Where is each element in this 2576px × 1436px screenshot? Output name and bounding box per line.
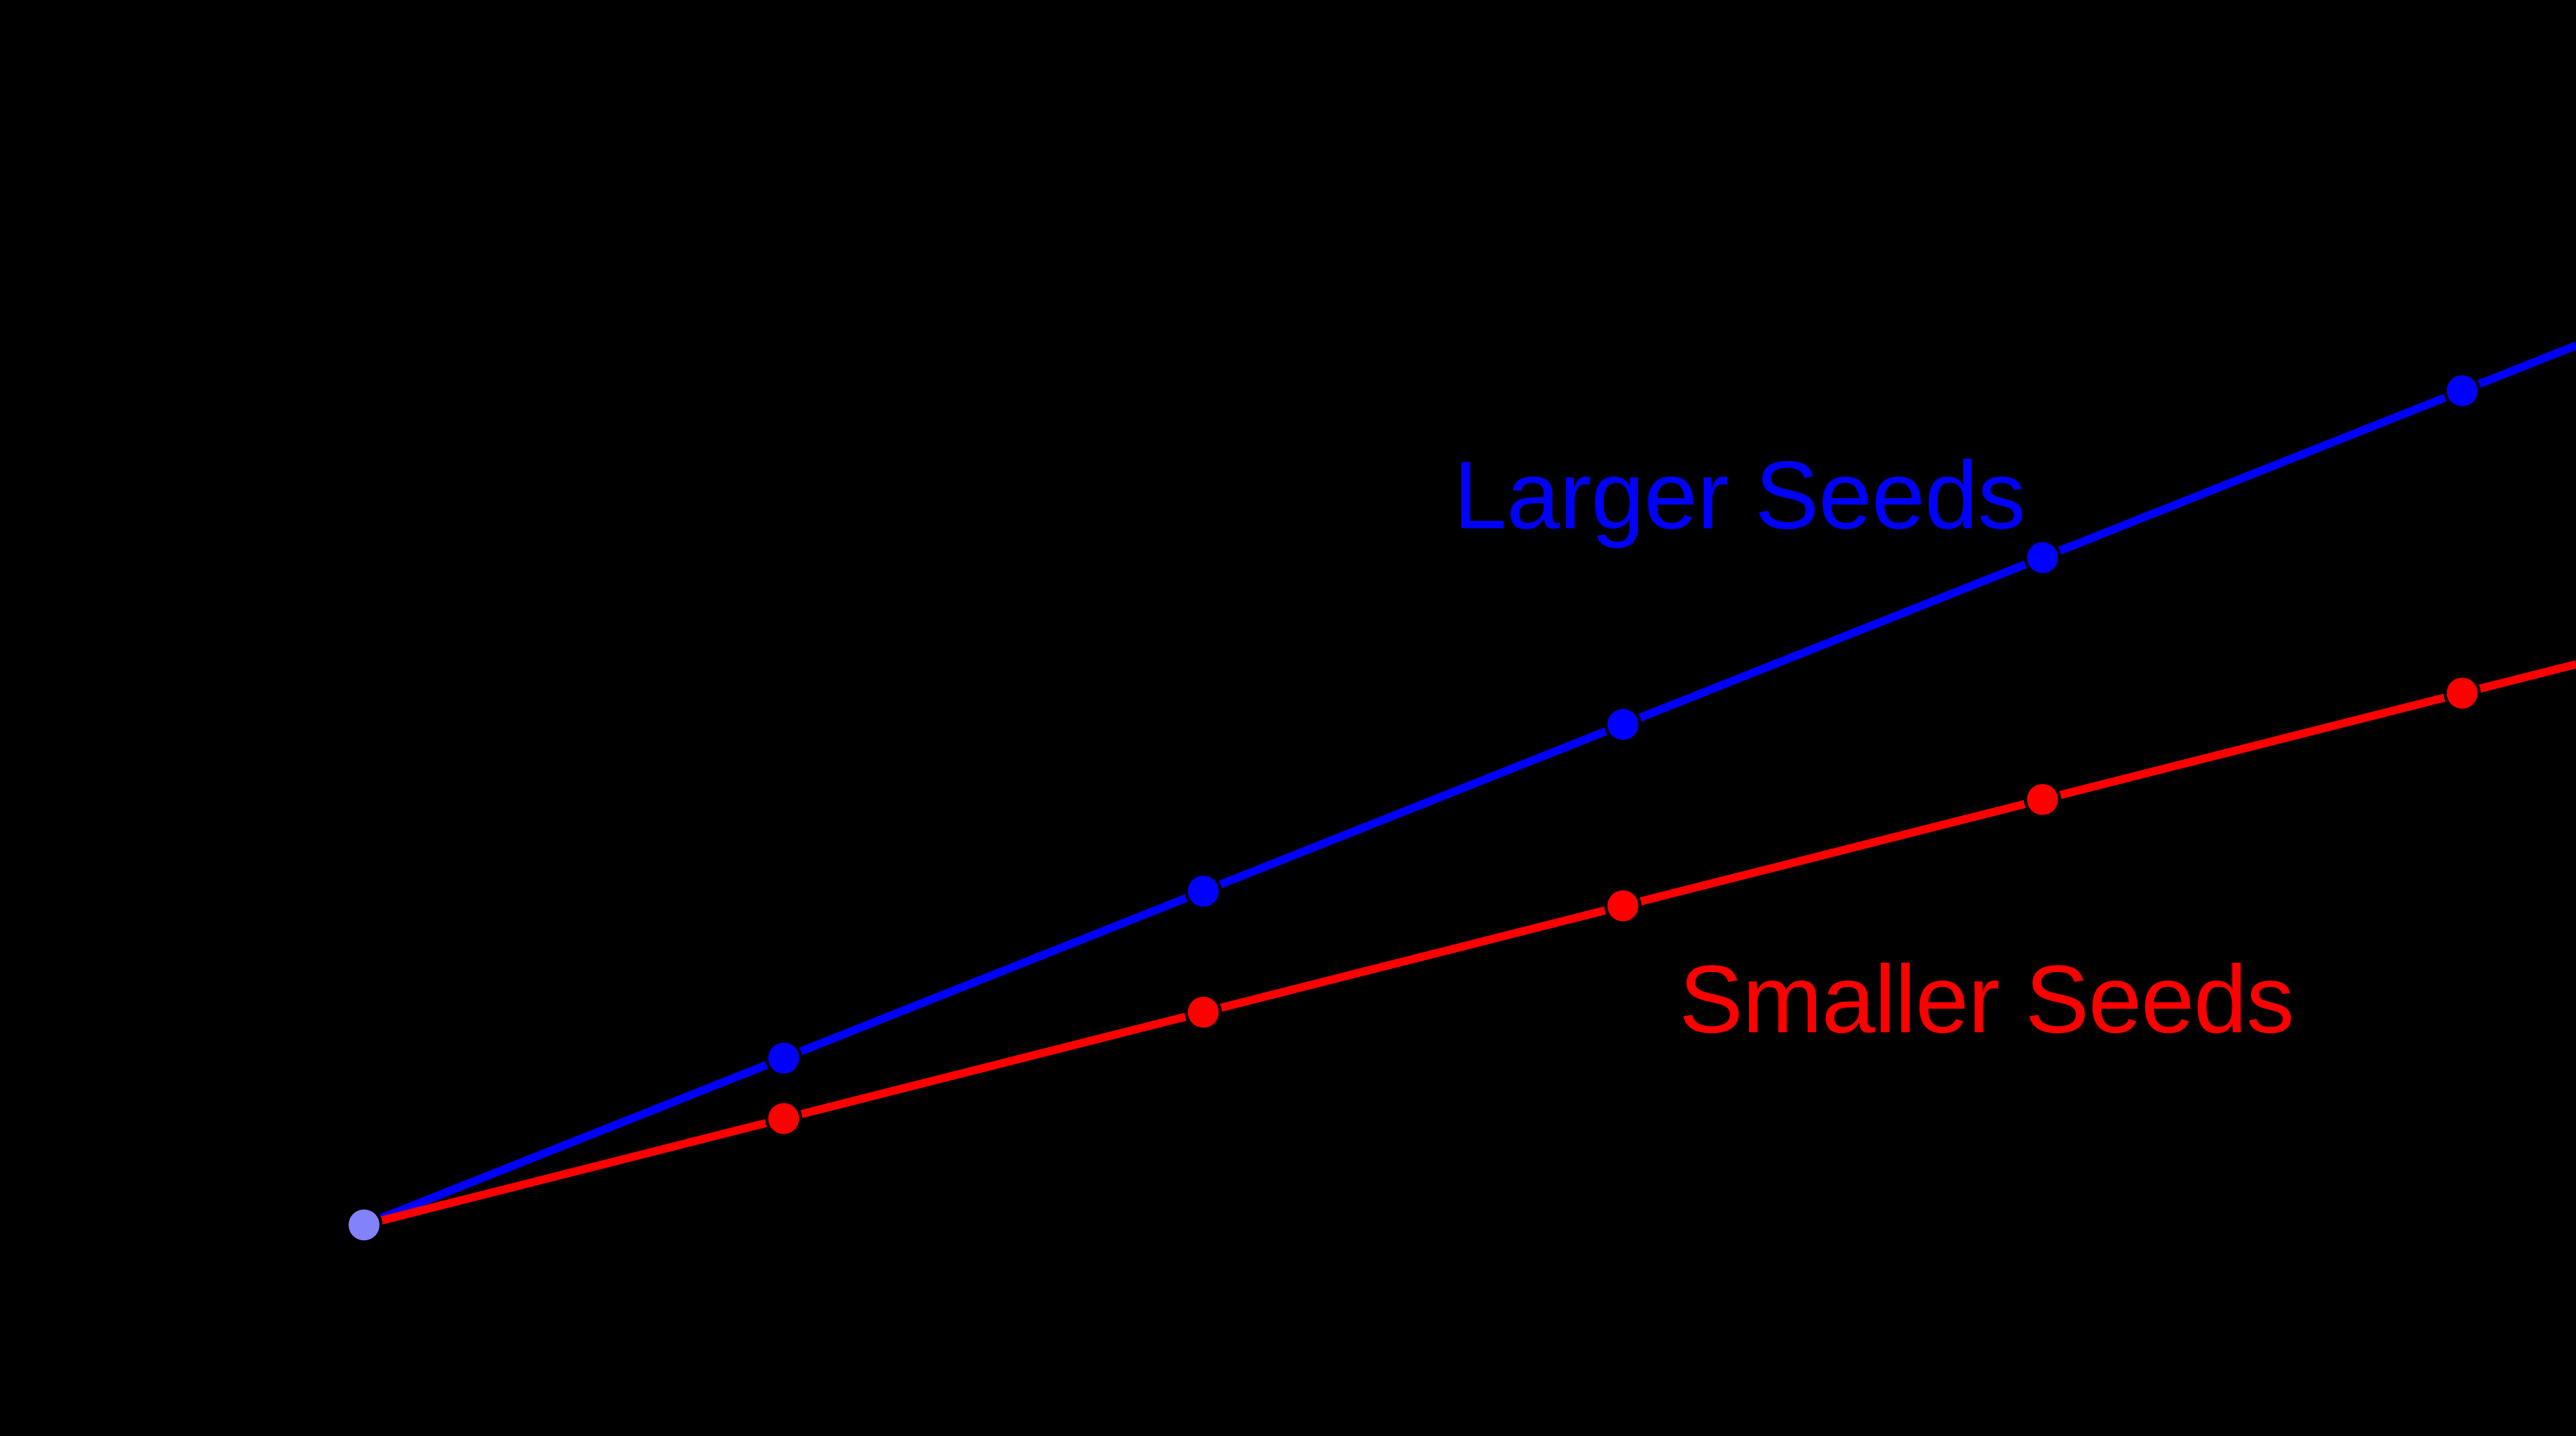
- svg-text:Smaller Seeds: Smaller Seeds: [1679, 945, 2294, 1053]
- svg-text:Larger Seeds: Larger Seeds: [1453, 441, 2025, 549]
